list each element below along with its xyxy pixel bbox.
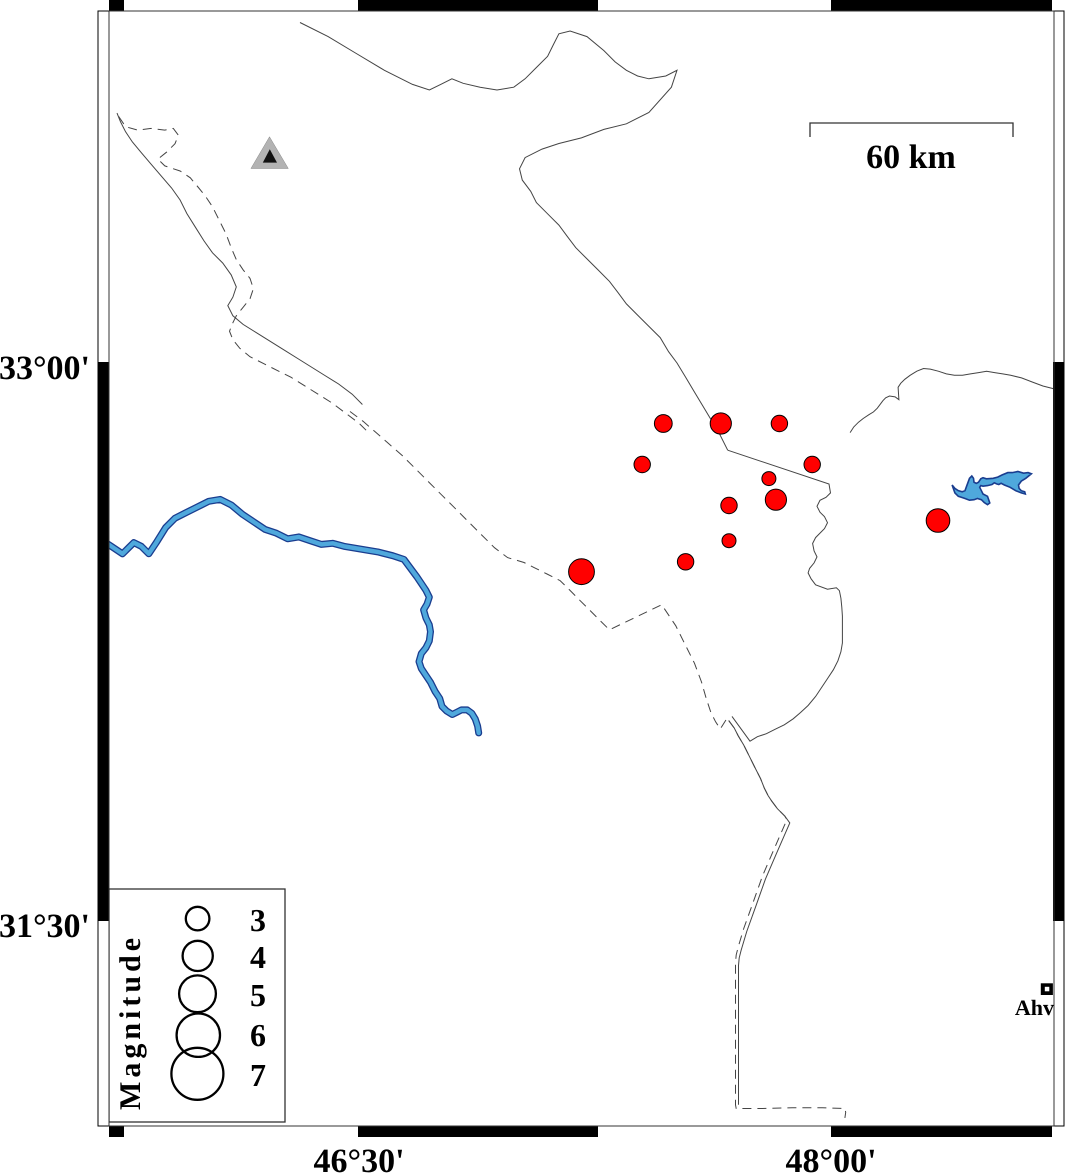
svg-text:4: 4 (250, 939, 266, 975)
svg-text:31°30': 31°30' (0, 908, 90, 945)
svg-text:33°00': 33°00' (0, 350, 90, 387)
svg-text:48°00': 48°00' (785, 1143, 876, 1174)
svg-text:6: 6 (250, 1017, 266, 1053)
svg-text:Magnitude: Magnitude (114, 934, 147, 1110)
svg-text:46°30': 46°30' (313, 1143, 404, 1174)
svg-text:5: 5 (250, 977, 266, 1013)
svg-text:Ahv: Ahv (1015, 995, 1054, 1020)
svg-text:3: 3 (250, 902, 266, 938)
svg-text:60 km: 60 km (866, 139, 956, 176)
svg-text:7: 7 (250, 1057, 266, 1093)
